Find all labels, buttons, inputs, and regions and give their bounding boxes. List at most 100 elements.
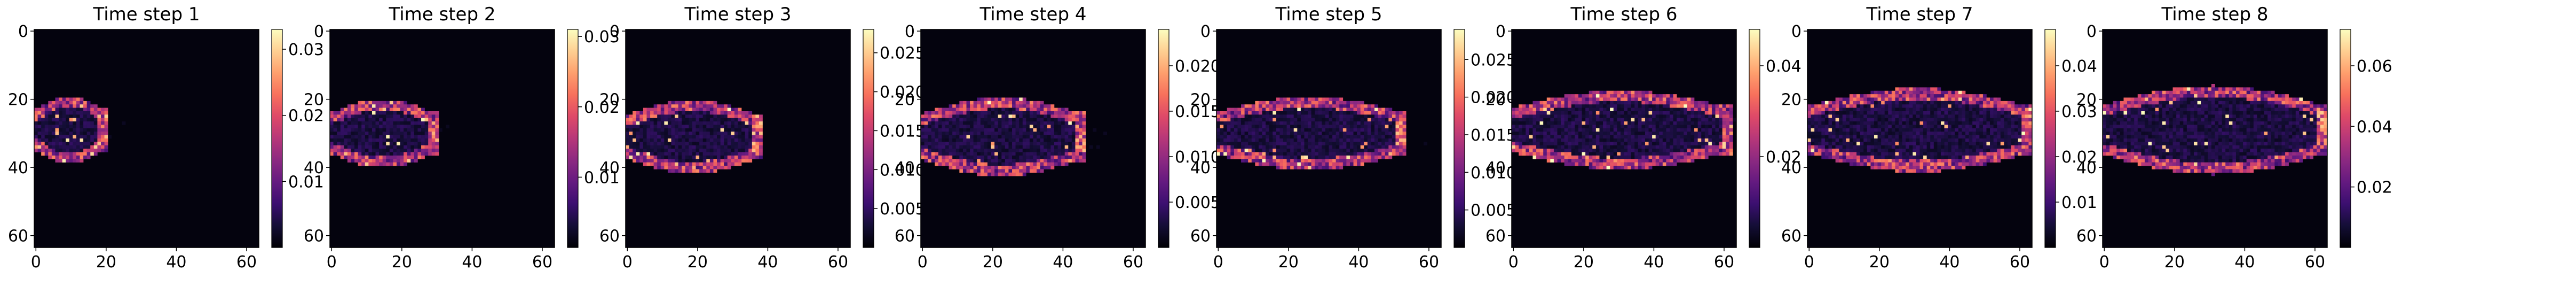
heatmap-cell: [1336, 128, 1340, 132]
heatmap-cell: [1684, 107, 1688, 112]
heatmap-cell: [80, 114, 84, 119]
heatmap-cell: [1677, 138, 1681, 142]
heatmap-cell: [1568, 107, 1572, 112]
heatmap-cell: [368, 149, 373, 152]
heatmap-cell: [1374, 145, 1378, 149]
heatmap-cell: [386, 114, 390, 119]
heatmap-cell: [44, 135, 49, 139]
heatmap-cell: [1286, 135, 1291, 139]
heatmap-cells: [1512, 29, 1737, 248]
heatmap-cell: [1571, 159, 1575, 163]
heatmap-cell: [59, 152, 62, 156]
heatmap-cell: [689, 145, 693, 149]
heatmap-cell: [1357, 104, 1361, 108]
heatmap-cell: [1001, 107, 1006, 112]
heatmap-cell: [643, 152, 647, 156]
heatmap-cell: [1652, 107, 1656, 112]
heatmap-cell: [1349, 111, 1354, 115]
heatmap-cell: [650, 152, 654, 156]
heatmap-cell: [1690, 111, 1695, 115]
heatmap-cell: [379, 138, 383, 142]
heatmap-cell: [1539, 152, 1544, 156]
heatmap-cell: [69, 149, 73, 152]
heatmap-frame: [1511, 29, 1737, 248]
heatmap-cell: [1019, 138, 1023, 142]
heatmap-cell: [382, 128, 386, 132]
heatmap-cell: [1342, 132, 1347, 135]
heatmap-cell: [942, 125, 946, 129]
heatmap-cell: [80, 101, 84, 105]
heatmap-cell: [1860, 94, 1864, 98]
heatmap-cell: [404, 125, 408, 129]
heatmap-cell: [414, 149, 418, 152]
heatmap-cell: [984, 142, 988, 146]
heatmap-cell: [1860, 97, 1864, 102]
heatmap-cell: [1269, 128, 1273, 132]
heatmap-cell: [1687, 121, 1691, 125]
heatmap-cell: [1568, 138, 1572, 142]
heatmap-cell: [1033, 155, 1037, 159]
heatmap-cell: [1279, 138, 1284, 142]
heatmap-cell: [755, 149, 760, 152]
heatmap-cell: [1237, 111, 1242, 115]
heatmap-cell: [1655, 104, 1660, 108]
heatmap-cell: [959, 145, 963, 149]
heatmap-cell: [1697, 111, 1702, 115]
heatmap-cell: [1690, 97, 1695, 102]
heatmap-cell: [675, 132, 678, 135]
heatmap-cell: [1029, 114, 1033, 119]
heatmap-cell: [421, 121, 425, 125]
heatmap-cell: [998, 149, 1002, 152]
heatmap-cell: [1645, 138, 1649, 142]
heatmap-cell: [1536, 138, 1540, 142]
heatmap-cell: [1029, 162, 1033, 166]
heatmap-cell: [1613, 135, 1617, 139]
heatmap-cell: [1227, 155, 1231, 159]
heatmap-cell: [1054, 135, 1058, 139]
heatmap-cell: [699, 118, 704, 122]
heatmap-cell: [1906, 87, 1910, 91]
heatmap-cell: [636, 149, 640, 152]
heatmap-cell: [1388, 107, 1393, 112]
heatmap-cell: [69, 159, 73, 163]
heatmap-cell: [1670, 152, 1673, 156]
heatmap-cell: [1867, 97, 1871, 102]
heatmap-cell: [1290, 145, 1294, 149]
heatmap-cell: [970, 162, 974, 166]
heatmap-cell: [1578, 159, 1582, 163]
heatmap-cell: [1634, 107, 1639, 112]
heatmap-cell: [1315, 135, 1319, 139]
heatmap-cell: [1557, 135, 1561, 139]
heatmap-cell: [1631, 114, 1635, 119]
heatmap-cell: [1008, 169, 1013, 173]
heatmap-cell: [1227, 135, 1231, 139]
heatmap-cell: [1638, 155, 1642, 159]
heatmap-cell: [646, 142, 651, 146]
heatmap-cell: [1395, 111, 1400, 115]
heatmap-cell: [1360, 155, 1364, 159]
heatmap-cell: [1515, 132, 1519, 135]
heatmap-cell: [980, 142, 984, 146]
heatmap-cell: [48, 128, 52, 132]
heatmap-cell: [646, 152, 651, 156]
heatmap-cell: [351, 125, 355, 129]
heatmap-cell: [1641, 166, 1646, 169]
heatmap-cell: [1666, 101, 1670, 105]
heatmap-cell: [1040, 155, 1044, 159]
heatmap-cell: [1923, 97, 1927, 102]
heatmap-cell: [1638, 135, 1642, 139]
heatmap-cell: [1519, 152, 1523, 156]
heatmap-cell: [1909, 94, 1913, 98]
heatmap-cell: [1005, 162, 1009, 166]
heatmap-cell: [952, 118, 957, 122]
heatmap-cell: [1001, 162, 1006, 166]
heatmap-cell: [1652, 145, 1656, 149]
heatmap-cell: [1729, 135, 1733, 139]
heatmap-cell: [1371, 149, 1375, 152]
colorbar-tick-label: 0.01: [288, 173, 324, 191]
heatmap-cell: [966, 121, 970, 125]
heatmap-cell: [1729, 114, 1733, 119]
heatmap-cell: [689, 132, 693, 135]
heatmap-cell: [696, 145, 700, 149]
